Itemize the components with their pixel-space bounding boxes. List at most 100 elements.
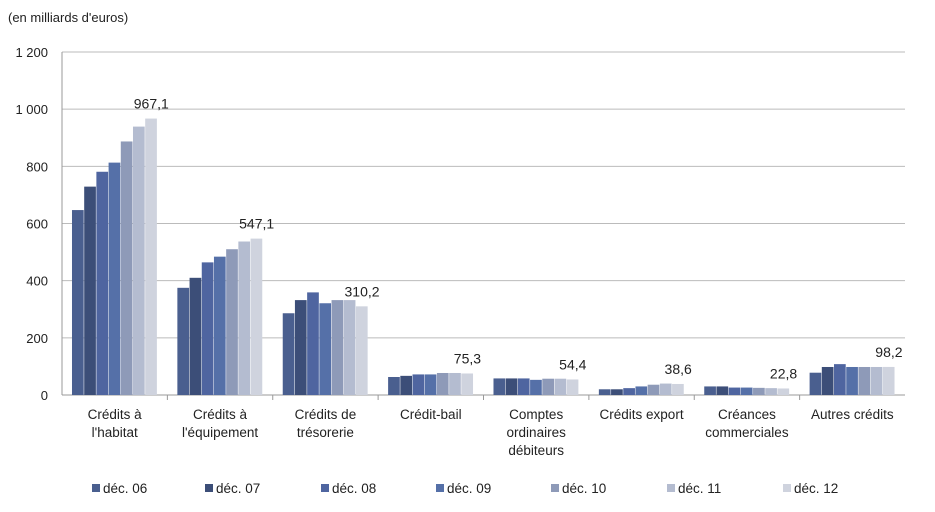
- bar-d-c--08: [517, 378, 530, 395]
- category-label: Crédits de: [295, 407, 357, 422]
- bar-d-c--07: [611, 389, 623, 395]
- y-tick-label: 600: [26, 217, 48, 232]
- bar-d-c--11: [449, 372, 461, 395]
- bar-d-c--08: [307, 292, 319, 395]
- bar-d-c--06: [493, 378, 506, 395]
- bar-d-c--09: [740, 387, 753, 395]
- bar-d-c--10: [647, 384, 660, 395]
- y-tick-label: 1 200: [15, 45, 48, 60]
- category-label: Comptes: [509, 407, 563, 422]
- bar-d-c--11: [554, 378, 567, 395]
- legend-label: déc. 11: [678, 481, 721, 496]
- bar-d-c--09: [846, 366, 858, 395]
- bar-d-c--08: [834, 364, 846, 395]
- y-tick-label: 400: [26, 274, 48, 289]
- bar-d-c--09: [424, 374, 437, 395]
- bar-d-c--11: [659, 383, 672, 395]
- bar-d-c--10: [226, 249, 238, 395]
- bar-d-c--07: [84, 186, 96, 395]
- legend-swatch: [783, 484, 791, 492]
- legend-label: déc. 06: [103, 481, 147, 496]
- y-tick-label: 800: [26, 159, 48, 174]
- category-label: Crédits à: [88, 407, 143, 422]
- bar-d-c--09: [319, 303, 332, 395]
- legend-label: déc. 10: [562, 481, 606, 496]
- legend-label: déc. 08: [332, 481, 376, 496]
- bar-d-c--12: [250, 238, 263, 395]
- data-label: 22,8: [770, 365, 797, 381]
- bar-d-c--09: [108, 162, 121, 395]
- bar-d-c--12: [777, 388, 790, 395]
- bar-d-c--07: [189, 277, 202, 395]
- bar-d-c--07: [716, 386, 729, 395]
- bar-d-c--09: [530, 379, 542, 395]
- bar-d-c--10: [858, 366, 871, 395]
- category-label: l'équipement: [182, 425, 258, 440]
- bar-d-c--11: [238, 241, 251, 395]
- bar-d-c--11: [870, 366, 883, 395]
- bar-d-c--11: [132, 126, 145, 395]
- category-label: commerciales: [705, 425, 789, 440]
- bar-d-c--12: [566, 379, 579, 395]
- data-label: 75,3: [454, 350, 481, 366]
- bar-d-c--09: [635, 386, 648, 395]
- y-tick-label: 1 000: [15, 102, 48, 117]
- category-label: ordinaires: [507, 425, 567, 440]
- category-label: Autres crédits: [811, 407, 894, 422]
- bar-d-c--08: [728, 387, 741, 395]
- unit-label: (en milliards d'euros): [8, 10, 128, 25]
- bar-d-c--10: [331, 300, 344, 395]
- bar-d-c--09: [213, 256, 226, 395]
- bar-d-c--08: [623, 388, 635, 395]
- legend-label: déc. 07: [216, 481, 260, 496]
- bar-d-c--11: [765, 388, 777, 395]
- bar-d-c--12: [882, 366, 895, 395]
- data-label: 54,4: [559, 356, 586, 372]
- y-tick-label: 200: [26, 331, 48, 346]
- legend-swatch: [205, 484, 213, 492]
- y-tick-label: 0: [41, 388, 48, 403]
- legend-swatch: [551, 484, 559, 492]
- bar-d-c--06: [71, 210, 84, 395]
- bar-d-c--06: [809, 372, 822, 395]
- bar-d-c--06: [177, 287, 190, 395]
- bar-d-c--12: [461, 373, 474, 395]
- category-label: Crédits à: [193, 407, 248, 422]
- bar-d-c--06: [704, 386, 716, 395]
- bar-d-c--08: [412, 374, 425, 395]
- bar-d-c--08: [96, 171, 109, 395]
- bar-d-c--12: [672, 383, 684, 395]
- bar-d-c--06: [388, 376, 400, 395]
- bar-d-c--12: [355, 306, 368, 395]
- bar-d-c--06: [598, 389, 611, 395]
- data-label: 967,1: [134, 96, 169, 112]
- bar-d-c--10: [436, 372, 449, 395]
- bar-d-c--12: [145, 118, 157, 395]
- category-label: débiteurs: [508, 443, 564, 458]
- legend-label: déc. 09: [447, 481, 491, 496]
- legend-swatch: [321, 484, 329, 492]
- bar-d-c--07: [821, 366, 834, 395]
- legend-swatch: [667, 484, 675, 492]
- data-label: 310,2: [345, 283, 380, 299]
- category-label: trésorerie: [297, 425, 354, 440]
- bar-d-c--10: [542, 378, 554, 395]
- data-label: 38,6: [665, 361, 692, 377]
- legend-swatch: [436, 484, 444, 492]
- category-label: l'habitat: [92, 425, 138, 440]
- category-label: Crédits export: [600, 407, 684, 422]
- bar-d-c--10: [120, 141, 133, 395]
- bar-d-c--10: [753, 387, 765, 395]
- bar-d-c--07: [294, 300, 307, 395]
- bar-d-c--08: [201, 262, 214, 395]
- bar-d-c--07: [400, 375, 413, 395]
- legend-swatch: [92, 484, 100, 492]
- category-label: Créances: [718, 407, 776, 422]
- bar-d-c--07: [505, 378, 518, 395]
- bar-d-c--11: [343, 300, 356, 395]
- bar-d-c--06: [282, 313, 295, 395]
- legend-label: déc. 12: [794, 481, 838, 496]
- category-label: Crédit-bail: [400, 407, 462, 422]
